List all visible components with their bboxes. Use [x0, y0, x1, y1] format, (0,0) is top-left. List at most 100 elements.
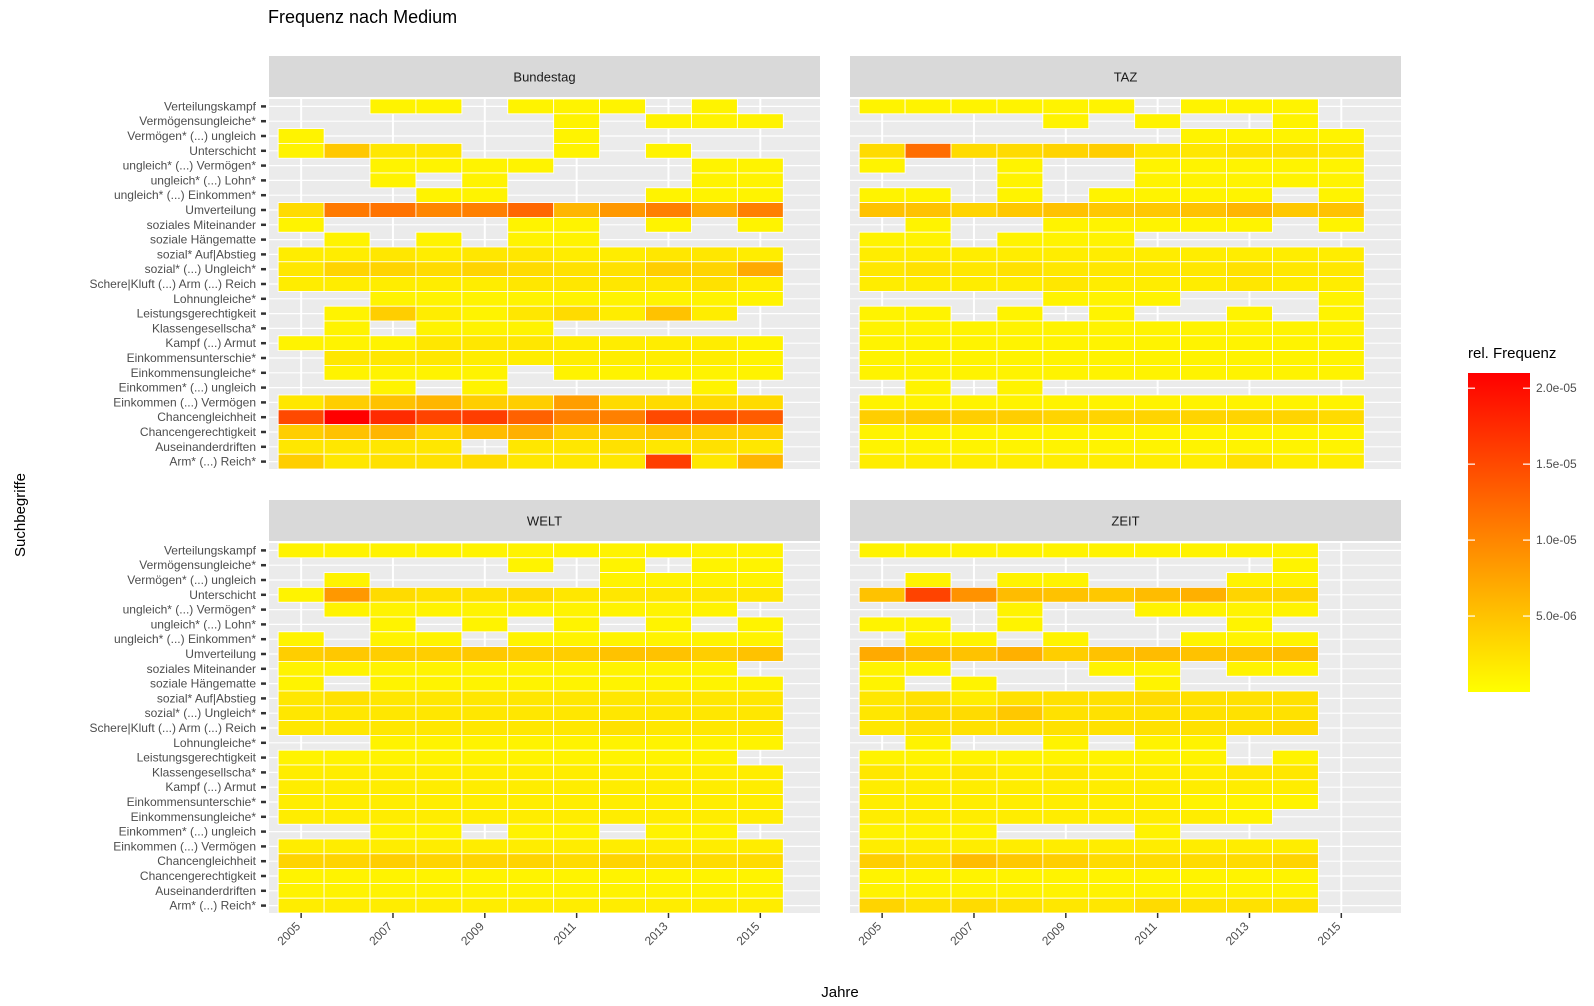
heat-tile — [691, 113, 738, 130]
heat-tile — [1317, 172, 1365, 189]
heat-tile — [858, 142, 906, 159]
heat-tile — [904, 320, 952, 337]
heat-tile — [904, 98, 952, 115]
heat-tile — [553, 661, 601, 677]
heat-tile — [736, 350, 784, 366]
heat-tile — [1134, 350, 1182, 366]
heat-tile — [1226, 98, 1273, 115]
y-tick-label: Vermögensungleiche* — [139, 114, 256, 128]
heat-tile — [1134, 587, 1182, 603]
heat-tile — [1272, 557, 1319, 573]
heat-tile — [1134, 794, 1182, 810]
heat-tile — [996, 350, 1044, 366]
heat-tile — [1317, 364, 1365, 381]
heat-tile — [736, 690, 784, 707]
heat-tile — [1088, 305, 1136, 322]
heat-tile — [1272, 246, 1319, 263]
heat-tile — [415, 749, 463, 766]
heat-tile — [691, 157, 738, 174]
heat-tile — [904, 587, 952, 603]
heat-tile — [1226, 809, 1273, 825]
heat-tile — [645, 838, 692, 855]
heat-tile — [323, 838, 371, 855]
heat-tile — [553, 690, 601, 707]
heat-tile — [277, 202, 325, 218]
heat-tile — [507, 438, 555, 455]
heat-tile — [507, 261, 555, 277]
y-tick-label: sozial* Auf|Abstieg — [157, 691, 256, 705]
heat-tile — [553, 128, 601, 144]
heat-tile — [553, 853, 601, 869]
heat-tile — [461, 335, 509, 351]
heat-tile — [415, 868, 463, 884]
heat-tile — [736, 572, 784, 588]
heat-tile — [904, 661, 952, 677]
heat-tile — [553, 823, 601, 840]
heat-tile — [415, 438, 463, 455]
heat-tile — [1317, 216, 1365, 233]
heat-tile — [415, 320, 463, 337]
heat-tile — [369, 838, 417, 855]
heat-tile — [277, 142, 325, 159]
heat-tile — [599, 557, 646, 573]
heat-tile — [1088, 202, 1136, 218]
heat-tile — [996, 883, 1044, 899]
heat-tile — [599, 735, 646, 751]
heat-tile — [996, 838, 1044, 855]
heat-tile — [1134, 764, 1182, 781]
heat-tile — [1134, 187, 1182, 204]
heat-tile — [599, 897, 646, 914]
heat-tile — [415, 883, 463, 899]
heat-tile — [553, 735, 601, 751]
heat-tile — [1180, 276, 1227, 292]
heat-tile — [1134, 705, 1182, 721]
heat-tile — [736, 438, 784, 455]
heat-tile — [323, 246, 371, 263]
heat-tile — [553, 113, 601, 130]
heat-tile — [461, 897, 509, 914]
heat-tile — [996, 276, 1044, 292]
heat-tile — [323, 438, 371, 455]
heat-tile — [1180, 764, 1227, 781]
heat-tile — [858, 587, 906, 603]
heat-tile — [1180, 202, 1227, 218]
heat-tile — [415, 794, 463, 810]
x-tick-label: 2007 — [366, 919, 395, 948]
heat-tile — [1226, 661, 1273, 677]
heat-tile — [1272, 661, 1319, 677]
heat-tile — [461, 749, 509, 766]
heat-tile — [645, 142, 692, 159]
heat-tile — [323, 542, 371, 559]
heat-tile — [277, 246, 325, 263]
heat-tile — [415, 424, 463, 440]
heat-tile — [1134, 853, 1182, 869]
heat-tile — [1180, 705, 1227, 721]
heat-tile — [1134, 542, 1182, 559]
heat-tile — [858, 364, 906, 381]
heat-tile — [553, 350, 601, 366]
heat-tile — [323, 690, 371, 707]
heat-tile — [1134, 883, 1182, 899]
heat-tile — [904, 364, 952, 381]
heat-tile — [858, 320, 906, 337]
heat-tile — [950, 646, 998, 662]
heat-tile — [323, 305, 371, 322]
heat-tile — [858, 794, 906, 810]
heat-tile — [323, 276, 371, 292]
heat-tile — [599, 572, 646, 588]
heat-tile — [950, 142, 998, 159]
y-tick-label: Klassengesellscha* — [152, 765, 256, 779]
heat-tile — [1272, 202, 1319, 218]
heat-tile — [1317, 261, 1365, 277]
y-tick-label: Umverteilung — [185, 203, 256, 217]
heat-tile — [736, 853, 784, 869]
heat-tile — [1042, 276, 1090, 292]
heat-tile — [691, 897, 738, 914]
heat-tile — [599, 409, 646, 425]
heat-tile — [461, 735, 509, 751]
heat-tile — [599, 364, 646, 381]
heat-tile — [553, 616, 601, 633]
heat-tile — [369, 749, 417, 766]
heat-tile — [858, 202, 906, 218]
